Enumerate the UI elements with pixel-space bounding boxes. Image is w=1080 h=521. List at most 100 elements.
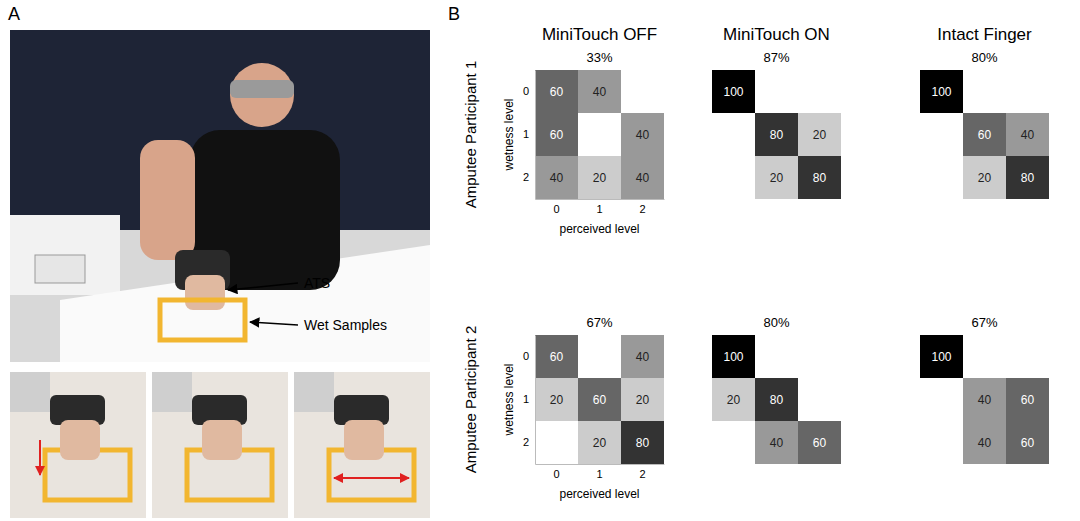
cell	[963, 421, 1006, 464]
y-tick: 1	[523, 393, 535, 405]
cell-label: 40	[550, 171, 564, 185]
y-axis: 0 1 2	[523, 71, 536, 200]
small-photo-device	[294, 372, 334, 412]
small-photo-background	[10, 372, 146, 518]
small-photo-background	[294, 372, 430, 518]
cell	[578, 70, 621, 113]
y-axis: 012	[523, 336, 536, 465]
cell	[621, 378, 664, 421]
y-axis-line	[535, 336, 536, 465]
cells	[535, 70, 664, 199]
x-axis-title: perceived level	[559, 487, 639, 501]
cell-labels: 60402060202080	[550, 350, 650, 450]
motion-arrow	[39, 440, 41, 475]
cells	[920, 70, 1049, 199]
y-tick: 1	[523, 128, 535, 140]
cells	[712, 335, 841, 464]
motion-arrow	[334, 477, 409, 479]
column-title: MiniTouch ON	[723, 25, 830, 44]
y-tick-label: 0	[523, 85, 529, 97]
cell-labels: 10040604060	[931, 350, 1034, 450]
y-tick: 0	[523, 85, 535, 97]
cell	[535, 70, 578, 113]
cell-labels: 10080202080	[723, 85, 826, 185]
cell-label: 40	[636, 171, 650, 185]
chart-title: 87%	[763, 50, 789, 65]
chart-title: 33%	[586, 50, 612, 65]
arrow	[228, 283, 298, 290]
cell	[963, 113, 1006, 156]
cell-label: 80	[813, 171, 827, 185]
cell	[1006, 421, 1049, 464]
cell-labels: 10020804060	[723, 350, 826, 450]
panel-letter: A	[8, 4, 20, 24]
x-tick-label: 2	[639, 203, 645, 215]
cell-label: 40	[636, 350, 650, 364]
blindfold	[230, 80, 294, 98]
cell-label: 40	[1021, 128, 1035, 142]
figure: AATSWet SamplesBMiniTouch OFFMiniTouch O…	[0, 0, 1080, 521]
cell-label: 80	[636, 436, 650, 450]
cell	[578, 156, 621, 199]
cell-label: 60	[1021, 436, 1035, 450]
cell	[712, 378, 755, 421]
x-tick: 0	[553, 199, 559, 215]
cell	[621, 335, 664, 378]
cell	[798, 421, 841, 464]
small-photo	[10, 372, 146, 518]
hand	[185, 275, 225, 310]
x-axis-title: perceived level	[559, 222, 639, 236]
cells	[712, 70, 841, 199]
cell-label: 20	[636, 393, 650, 407]
cell	[1006, 113, 1049, 156]
cell-label: 20	[770, 171, 784, 185]
photo-label: ATS	[304, 275, 330, 291]
cell	[712, 335, 755, 378]
cell	[621, 421, 664, 464]
hand	[60, 420, 100, 460]
y-tick: 0	[523, 350, 535, 362]
x-axis-line	[536, 199, 665, 200]
cell	[755, 113, 798, 156]
side-table	[10, 215, 120, 295]
x-axis: 012	[536, 199, 665, 215]
cell-labels: 60406040402040	[550, 85, 650, 185]
cells	[535, 335, 664, 464]
chart-title: 67%	[971, 315, 997, 330]
cell-label: 40	[978, 393, 992, 407]
cell-label: 100	[723, 350, 743, 364]
small-photo-device	[10, 372, 50, 412]
head	[230, 63, 294, 127]
cell	[535, 378, 578, 421]
cell	[755, 156, 798, 199]
small-photo	[294, 372, 430, 518]
x-tick-label: 1	[596, 468, 602, 480]
cell	[798, 113, 841, 156]
cell	[535, 335, 578, 378]
photo-label: Wet Samples	[304, 317, 387, 333]
cell	[798, 156, 841, 199]
row-title: Amputee Participant 2	[462, 326, 479, 474]
hand	[202, 420, 242, 460]
column-title: Intact Finger	[937, 25, 1032, 44]
cell	[578, 378, 621, 421]
x-tick-label: 0	[553, 203, 559, 215]
device	[35, 255, 85, 283]
x-tick: 2	[639, 199, 645, 215]
cell-label: 20	[593, 436, 607, 450]
cell	[755, 378, 798, 421]
cell-label: 20	[813, 128, 827, 142]
y-tick-label: 2	[523, 171, 529, 183]
cell-label: 60	[550, 128, 564, 142]
x-tick-label: 2	[639, 468, 645, 480]
cell-label: 60	[550, 350, 564, 364]
chart-title: 80%	[763, 315, 789, 330]
cell	[963, 378, 1006, 421]
cell	[535, 156, 578, 199]
cell-label: 40	[978, 436, 992, 450]
cell-label: 20	[727, 393, 741, 407]
chart-title: 80%	[971, 50, 997, 65]
x-tick-label: 0	[553, 468, 559, 480]
cell	[712, 70, 755, 113]
cell	[578, 421, 621, 464]
